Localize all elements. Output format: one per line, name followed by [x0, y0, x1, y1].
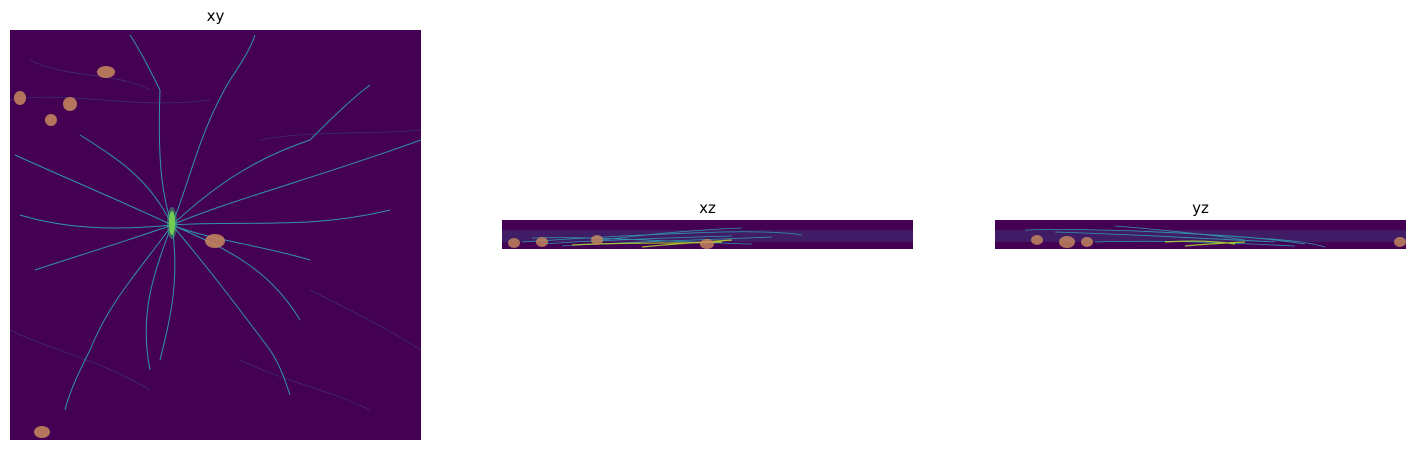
yz-projection-image — [995, 220, 1406, 249]
xy-projection-image — [10, 30, 421, 440]
xz-projection-image — [502, 220, 913, 249]
panel-title-xz: xz — [502, 199, 913, 217]
panel-yz: yz — [995, 0, 1406, 450]
panel-title-yz: yz — [995, 199, 1406, 217]
panel-title-xy: xy — [10, 7, 421, 25]
panel-xz: xz — [502, 0, 913, 450]
panel-xy: xy — [10, 0, 421, 450]
